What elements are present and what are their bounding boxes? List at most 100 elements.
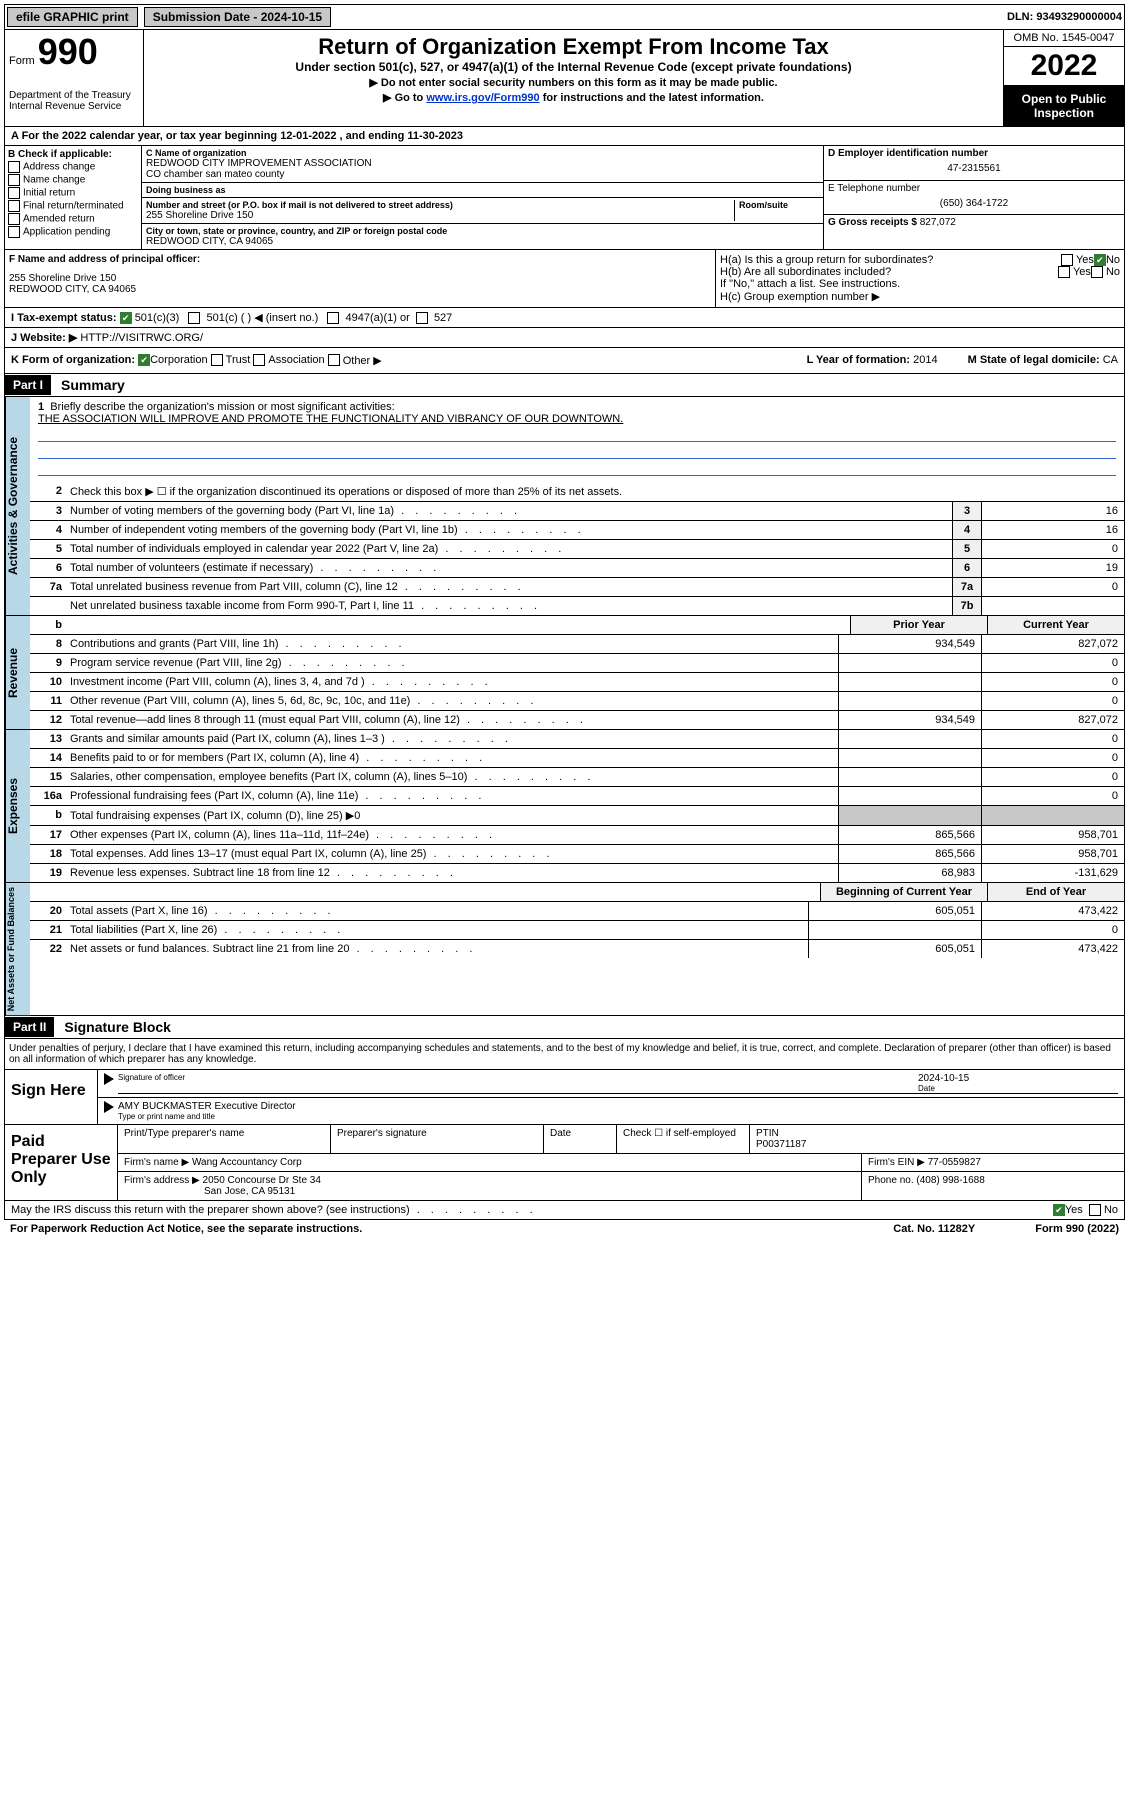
row-k: K Form of organization: ✔ Corporation Tr…	[4, 348, 1125, 374]
firm-addr1: 2050 Concourse Dr Ste 34	[203, 1175, 321, 1186]
chk-initial-return[interactable]: Initial return	[8, 187, 138, 199]
inspect-line1: Open to Public	[1006, 92, 1122, 106]
chk-final-return[interactable]: Final return/terminated	[8, 200, 138, 212]
opt-527: 527	[434, 312, 452, 324]
k-label: K Form of organization:	[11, 354, 135, 367]
instr-1: ▶ Do not enter social security numbers o…	[150, 76, 997, 89]
k-assoc: Association	[268, 354, 324, 367]
section-b-checkboxes: B Check if applicable: Address change Na…	[5, 146, 142, 249]
hc-label: H(c) Group exemption number ▶	[720, 290, 1120, 303]
chk-4947[interactable]	[327, 312, 339, 324]
gross-value: 827,072	[920, 217, 956, 228]
firm-phone-label: Phone no.	[868, 1175, 914, 1186]
footer-last: For Paperwork Reduction Act Notice, see …	[4, 1220, 1125, 1238]
rev-header-row: b Prior Year Current Year	[30, 616, 1124, 635]
submission-date-btn[interactable]: Submission Date - 2024-10-15	[144, 7, 331, 27]
chk-assoc[interactable]	[253, 354, 265, 366]
gross-label: G Gross receipts $	[828, 217, 917, 228]
chk-app-pending[interactable]: Application pending	[8, 226, 138, 238]
opt-4947: 4947(a)(1) or	[346, 312, 410, 324]
col-begin: Beginning of Current Year	[820, 883, 987, 901]
discuss-yes-checked-icon: ✔	[1053, 1204, 1065, 1216]
efile-print-btn[interactable]: efile GRAPHIC print	[7, 7, 138, 27]
city-label: City or town, state or province, country…	[146, 226, 819, 236]
rev-line-12: 12 Total revenue—add lines 8 through 11 …	[30, 711, 1124, 729]
phone-cell: E Telephone number (650) 364-1722	[824, 181, 1124, 216]
sign-here-block: Sign Here Signature of officer 2024-10-1…	[4, 1070, 1125, 1125]
net-assets-section: Net Assets or Fund Balances Beginning of…	[4, 883, 1125, 1016]
i-label: I Tax-exempt status:	[11, 312, 117, 324]
street-address: 255 Shoreline Drive 150	[146, 210, 734, 221]
blank-line	[38, 427, 1116, 442]
form-header: Form 990 Department of the Treasury Inte…	[4, 30, 1125, 127]
net-line-21: 21 Total liabilities (Part X, line 26) 0	[30, 921, 1124, 940]
discuss-no-check[interactable]	[1089, 1204, 1101, 1216]
right-header: OMB No. 1545-0047 2022 Open to Public In…	[1003, 30, 1124, 126]
col-end: End of Year	[987, 883, 1124, 901]
officer-addr1: 255 Shoreline Drive 150	[9, 273, 711, 284]
chk-527[interactable]	[416, 312, 428, 324]
col-current-year: Current Year	[987, 616, 1124, 634]
ein-label: D Employer identification number	[828, 148, 1120, 159]
sub-title: Under section 501(c), 527, or 4947(a)(1)…	[150, 60, 997, 74]
chk-amended[interactable]: Amended return	[8, 213, 138, 225]
col-prior-year: Prior Year	[850, 616, 987, 634]
ha-no-checked-icon: ✔	[1094, 254, 1106, 266]
discuss-yes: Yes	[1065, 1204, 1083, 1216]
title-cell: Return of Organization Exempt From Incom…	[144, 30, 1003, 126]
firm-ein: 77-0559827	[928, 1157, 981, 1168]
governance-section: Activities & Governance 1 Briefly descri…	[4, 397, 1125, 616]
ptin-value: P00371187	[756, 1139, 1118, 1150]
section-h: H(a) Is this a group return for subordin…	[716, 250, 1124, 307]
chk-trust[interactable]	[211, 354, 223, 366]
hb-no-check[interactable]	[1091, 266, 1103, 278]
ha-yes-check[interactable]	[1061, 254, 1073, 266]
exp-line-19: 19 Revenue less expenses. Subtract line …	[30, 864, 1124, 882]
instr2-pre: ▶ Go to	[383, 92, 426, 104]
sig-name-row: AMY BUCKMASTER Executive Director Type o…	[98, 1098, 1124, 1124]
hb-yes-check[interactable]	[1058, 266, 1070, 278]
exp-line-17: 17 Other expenses (Part IX, column (A), …	[30, 826, 1124, 845]
sig-date: 2024-10-15	[918, 1073, 1118, 1084]
top-bar: efile GRAPHIC print Submission Date - 20…	[4, 4, 1125, 30]
chk-other[interactable]	[328, 354, 340, 366]
hb-no: No	[1106, 266, 1120, 278]
dba-label: Doing business as	[146, 185, 819, 195]
chk-501c[interactable]	[188, 312, 200, 324]
vert-revenue: Revenue	[5, 616, 30, 729]
identity-block: B Check if applicable: Address change Na…	[4, 146, 1125, 250]
tax-year: 2022	[1004, 47, 1124, 86]
k-corp: Corporation	[150, 354, 207, 367]
sig-officer-row: Signature of officer 2024-10-15 Date	[98, 1070, 1124, 1098]
prep-sig-label: Preparer's signature	[331, 1125, 544, 1153]
gov-line-6: 6 Total number of volunteers (estimate i…	[30, 559, 1124, 578]
vert-netassets: Net Assets or Fund Balances	[5, 883, 30, 1015]
addr-label: Number and street (or P.O. box if mail i…	[146, 200, 734, 210]
part2-title: Signature Block	[54, 1016, 181, 1038]
website-value: HTTP://VISITRWC.ORG/	[80, 332, 203, 344]
dept-line2: Internal Revenue Service	[9, 101, 139, 112]
line1-label: Briefly describe the organization's miss…	[50, 401, 394, 413]
firm-phone: (408) 998-1688	[916, 1175, 984, 1186]
gov-line-7b: Net unrelated business taxable income fr…	[30, 597, 1124, 615]
c-label: C Name of organization	[146, 148, 819, 158]
self-emp-label: Check ☐ if self-employed	[617, 1125, 750, 1153]
gov-line-7a: 7a Total unrelated business revenue from…	[30, 578, 1124, 597]
j-label: J Website: ▶	[11, 332, 77, 344]
arrow-icon	[104, 1073, 114, 1085]
gov-line-3: 3 Number of voting members of the govern…	[30, 502, 1124, 521]
section-c-mid: C Name of organization REDWOOD CITY IMPR…	[142, 146, 823, 249]
paid-preparer-block: Paid Preparer Use Only Print/Type prepar…	[4, 1125, 1125, 1201]
sig-officer-label: Signature of officer	[118, 1073, 918, 1082]
dba-cell: Doing business as	[142, 183, 823, 198]
dept-treasury: Department of the Treasury Internal Reve…	[9, 90, 139, 112]
exp-line-18: 18 Total expenses. Add lines 13–17 (must…	[30, 845, 1124, 864]
hb-label: H(b) Are all subordinates included?	[720, 266, 1058, 278]
chk-name-change[interactable]: Name change	[8, 174, 138, 186]
form990-link[interactable]: www.irs.gov/Form990	[426, 92, 539, 104]
chk-address-change[interactable]: Address change	[8, 161, 138, 173]
sign-here-label: Sign Here	[5, 1070, 98, 1124]
room-label: Room/suite	[739, 200, 819, 210]
part1-title: Summary	[51, 374, 135, 396]
ha-label: H(a) Is this a group return for subordin…	[720, 254, 1061, 266]
